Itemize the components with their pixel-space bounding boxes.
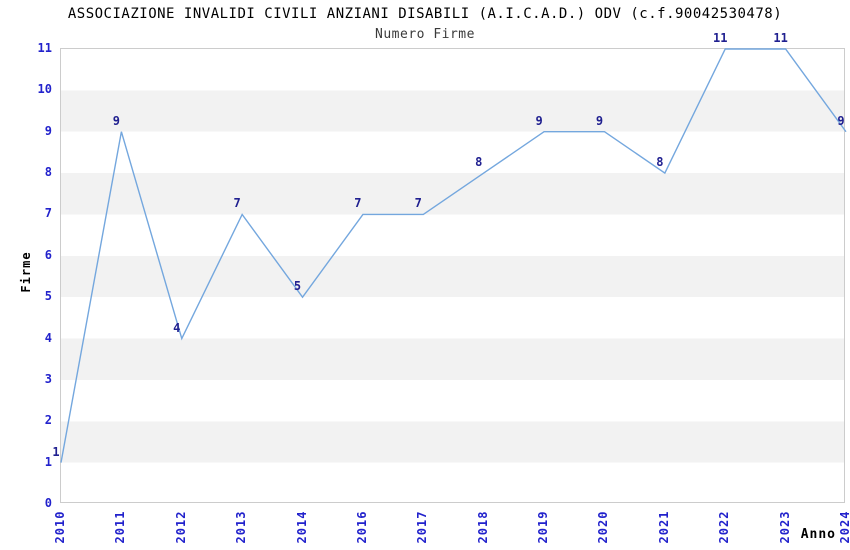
- x-tick-label: 2010: [53, 510, 67, 544]
- x-tick-label: 2016: [354, 510, 369, 544]
- data-label: 9: [595, 113, 604, 128]
- data-label: 8: [656, 155, 664, 170]
- data-label: 7: [414, 196, 422, 211]
- x-tick-label: 2012: [173, 510, 188, 544]
- x-axis-title: Anno: [800, 527, 836, 542]
- x-tick-label: 2013: [234, 510, 249, 544]
- y-tick-label: 10: [37, 82, 52, 97]
- data-label: 11: [773, 31, 788, 45]
- data-label: 4: [173, 320, 181, 335]
- x-tick-label: 2023: [777, 510, 792, 544]
- data-label: 1: [52, 444, 60, 459]
- y-tick-label: 8: [44, 165, 52, 180]
- y-tick-label: 3: [44, 371, 52, 386]
- chart-subtitle: Numero Firme: [375, 27, 475, 42]
- x-tick-label: 2011: [113, 510, 128, 544]
- y-tick-label: 1: [44, 454, 52, 469]
- y-tick-label: 0: [44, 496, 52, 510]
- line-path: [60, 48, 847, 463]
- x-tick-label: 2019: [536, 510, 551, 544]
- y-tick-label: 2: [44, 413, 52, 428]
- y-tick-label: 9: [44, 123, 52, 138]
- x-tick-label: 2018: [475, 510, 490, 544]
- data-label: 11: [712, 31, 728, 45]
- line-series-svg: [60, 48, 847, 463]
- y-tick-label: 7: [44, 206, 52, 221]
- x-tick-label: 2021: [656, 510, 671, 544]
- data-label: 7: [233, 196, 241, 211]
- y-tick-label: 5: [44, 289, 52, 304]
- y-tick-label: 6: [44, 247, 52, 262]
- data-label: 8: [475, 155, 483, 170]
- x-tick-label: 2024: [838, 510, 850, 544]
- x-tick-label: 2014: [294, 510, 309, 544]
- data-label: 7: [354, 196, 362, 211]
- x-tick-label: 2022: [717, 510, 732, 544]
- plot-area: [60, 48, 847, 503]
- chart-title: ASSOCIAZIONE INVALIDI CIVILI ANZIANI DIS…: [67, 6, 783, 22]
- data-label: 5: [293, 279, 302, 294]
- data-label: 9: [112, 113, 120, 128]
- data-label: 9: [837, 113, 845, 128]
- x-tick-label: 2020: [596, 510, 611, 544]
- data-label: 9: [535, 113, 543, 128]
- y-tick-label: 11: [37, 41, 52, 55]
- x-tick-label: 2017: [415, 510, 430, 544]
- y-tick-label: 4: [44, 330, 52, 345]
